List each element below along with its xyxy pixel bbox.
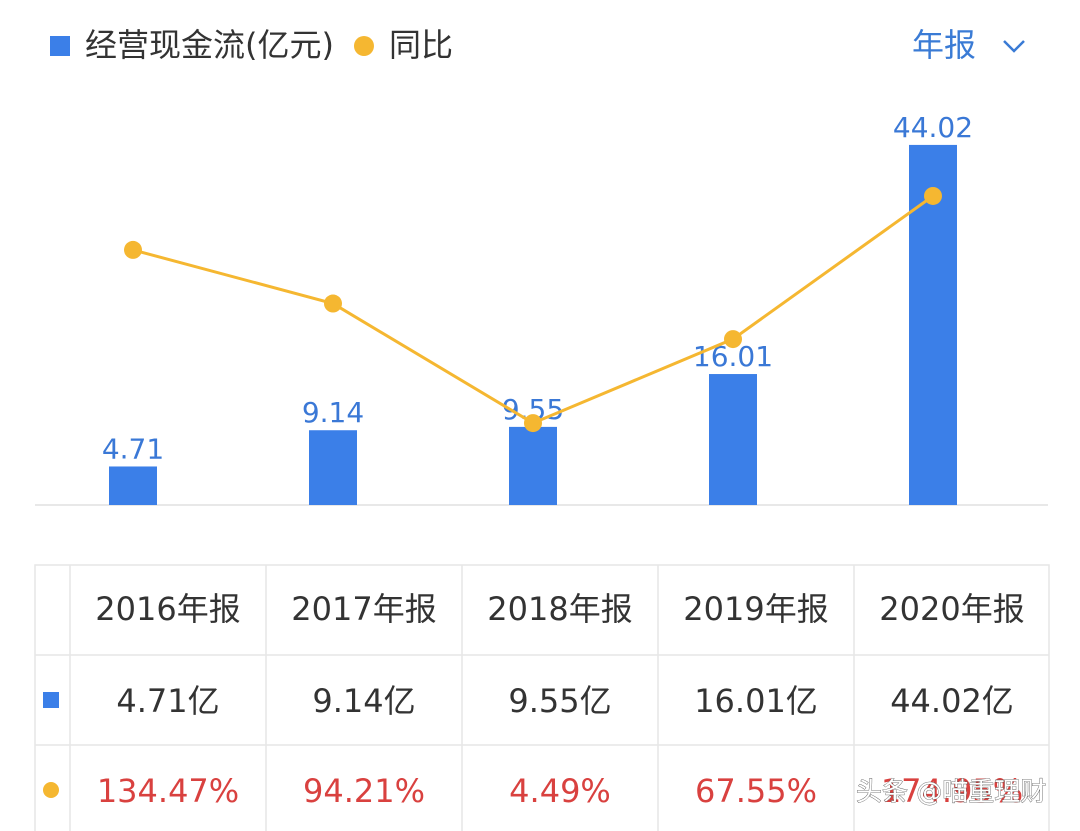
table-cell: 4.49% <box>509 772 611 810</box>
legend-label: 同比 <box>389 26 453 64</box>
table-header: 2016年报 <box>95 590 240 628</box>
table-cell: 9.14亿 <box>312 682 415 720</box>
bar-value-label: 4.71 <box>102 432 164 465</box>
table-cell: 174.95% <box>881 772 1023 810</box>
bar <box>309 430 357 505</box>
dropdown-chevron[interactable] <box>1003 40 1025 53</box>
table-header: 2018年报 <box>487 590 632 628</box>
legend-marker <box>353 36 374 56</box>
line-point <box>324 294 342 313</box>
table-header: 2017年报 <box>291 590 436 628</box>
bar <box>709 374 757 505</box>
line-point <box>924 186 942 205</box>
line <box>132 194 934 425</box>
bar-value-label: 44.02 <box>893 111 973 144</box>
table-header: 2019年报 <box>683 590 828 628</box>
row-marker <box>43 782 59 798</box>
period-selector[interactable]: 年报 <box>912 26 976 64</box>
line-point <box>524 414 542 433</box>
table-cell: 9.55亿 <box>508 682 611 720</box>
table-header: 2020年报 <box>879 590 1024 628</box>
row-marker <box>43 692 59 708</box>
legend-label: 经营现金流(亿元) <box>85 26 334 64</box>
watermark: 头条 @喵重理财 <box>856 778 1046 808</box>
table-cell: 16.01亿 <box>694 682 818 720</box>
line-point <box>124 240 142 259</box>
table-grid <box>34 564 1050 831</box>
bar-value-label: 9.14 <box>302 396 364 429</box>
bar <box>509 426 557 505</box>
bar <box>109 466 157 505</box>
legend-marker <box>50 36 70 56</box>
line-point <box>724 330 742 349</box>
table-cell: 67.55% <box>695 772 817 810</box>
table-cell: 94.21% <box>303 772 425 810</box>
table-cell: 4.71亿 <box>116 682 219 720</box>
table-cell: 44.02亿 <box>890 682 1014 720</box>
table-cell: 134.47% <box>97 772 239 810</box>
